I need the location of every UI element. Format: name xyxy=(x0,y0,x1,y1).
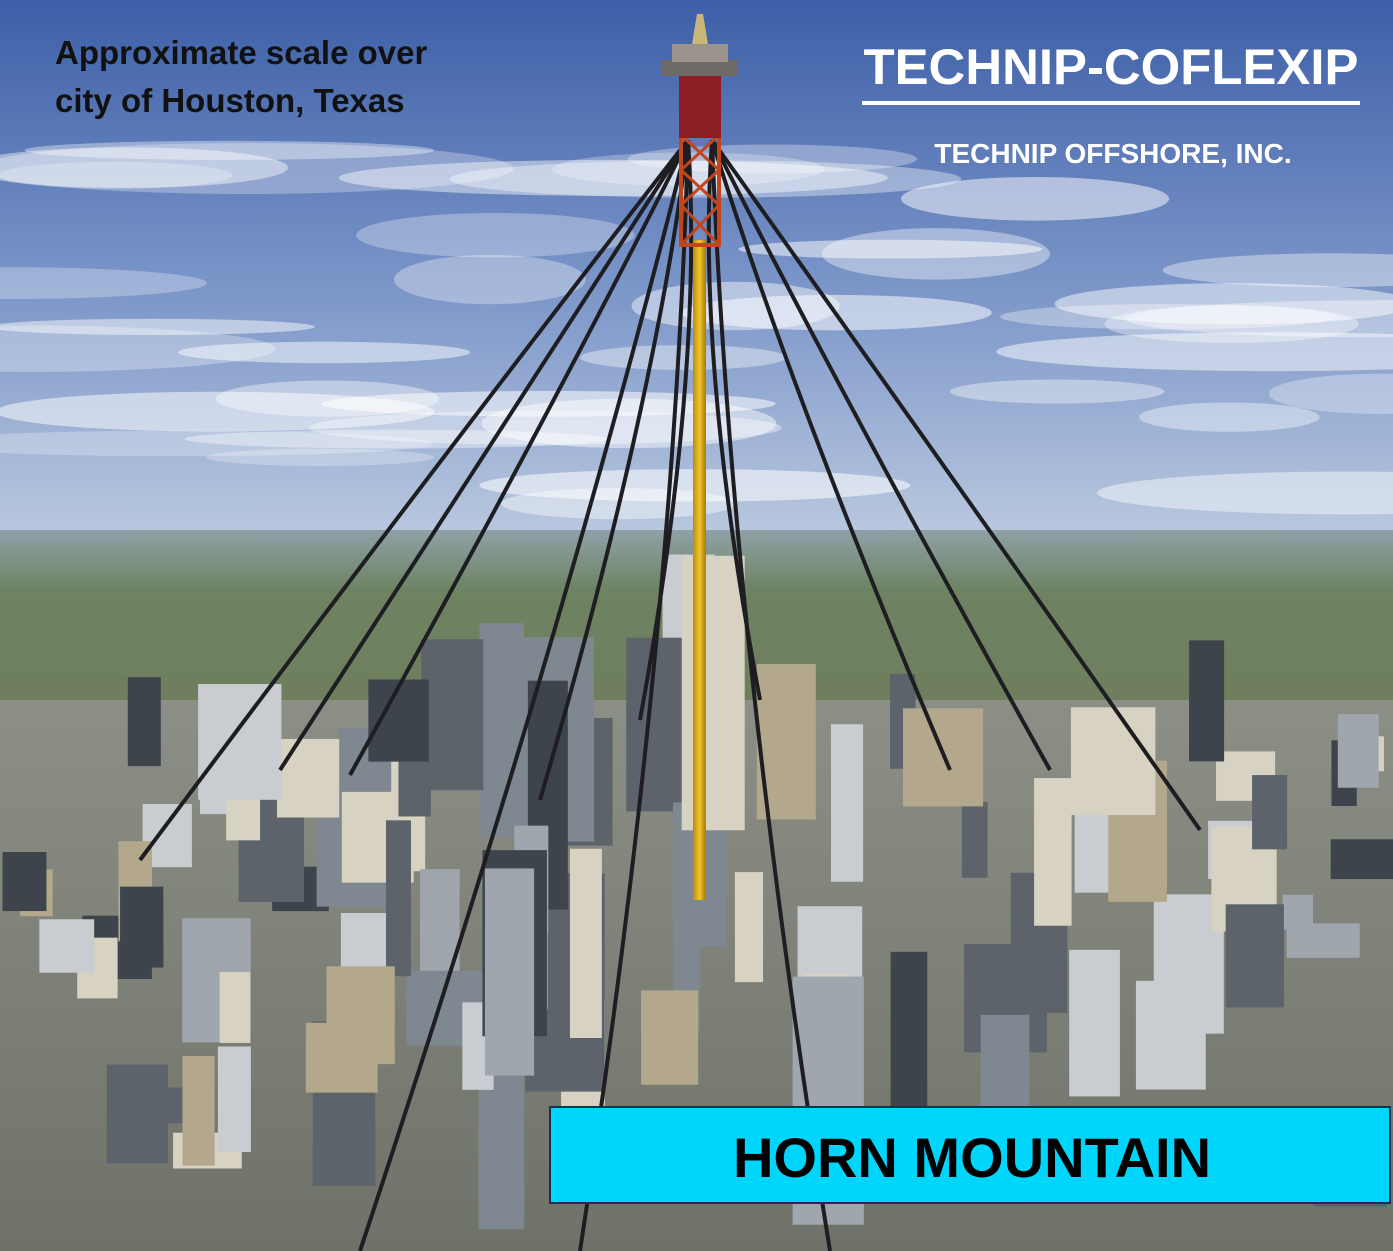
building xyxy=(277,739,339,818)
company-logo: TECHNIP-COFLEXIP xyxy=(864,39,1359,95)
building xyxy=(1034,778,1072,926)
building xyxy=(326,966,394,1064)
cloud xyxy=(950,380,1164,404)
cloud xyxy=(580,345,786,370)
building xyxy=(570,849,602,1038)
building xyxy=(218,1046,251,1151)
building xyxy=(735,872,763,982)
building xyxy=(198,684,281,800)
building xyxy=(39,919,94,972)
deck xyxy=(662,60,738,76)
cloud xyxy=(356,213,634,257)
building xyxy=(1338,714,1379,788)
cloud xyxy=(0,162,233,189)
caption-line: Approximate scale over xyxy=(55,34,427,71)
building xyxy=(1283,895,1313,930)
building xyxy=(107,1065,168,1164)
building xyxy=(386,820,411,976)
page: {"caption": {"line1": "Approximate scale… xyxy=(0,0,1393,1251)
scene: Approximate scale over city of Houston, … xyxy=(0,0,1393,1251)
building xyxy=(1071,707,1155,815)
cloud xyxy=(24,141,434,160)
cloud xyxy=(0,319,315,335)
building xyxy=(641,990,698,1084)
topsides xyxy=(672,44,728,62)
spar-hull xyxy=(679,72,721,138)
building xyxy=(1189,640,1224,761)
building xyxy=(1226,904,1284,1007)
logo-rule xyxy=(862,101,1360,105)
building xyxy=(120,887,163,968)
building xyxy=(1136,981,1206,1090)
label: HORN MOUNTAIN xyxy=(733,1126,1211,1189)
cloud xyxy=(206,449,433,466)
body: Approximate scale over city of Houston, … xyxy=(0,0,1393,1251)
building xyxy=(368,680,428,762)
building xyxy=(1331,839,1393,879)
building xyxy=(962,802,988,878)
building xyxy=(485,868,534,1075)
building xyxy=(1069,950,1120,1097)
building xyxy=(128,677,161,766)
subsidiary: TECHNIP OFFSHORE, INC. xyxy=(934,138,1291,169)
building xyxy=(831,724,863,881)
building xyxy=(3,852,47,911)
spar-riser xyxy=(693,240,706,900)
cloud xyxy=(339,160,888,196)
building xyxy=(1252,775,1287,849)
building xyxy=(182,1056,214,1166)
building xyxy=(682,556,745,831)
building xyxy=(220,972,251,1043)
cloud xyxy=(901,177,1169,221)
caption-line: city of Houston, Texas xyxy=(55,82,405,119)
cloud xyxy=(1139,402,1320,431)
cloud xyxy=(394,255,586,304)
